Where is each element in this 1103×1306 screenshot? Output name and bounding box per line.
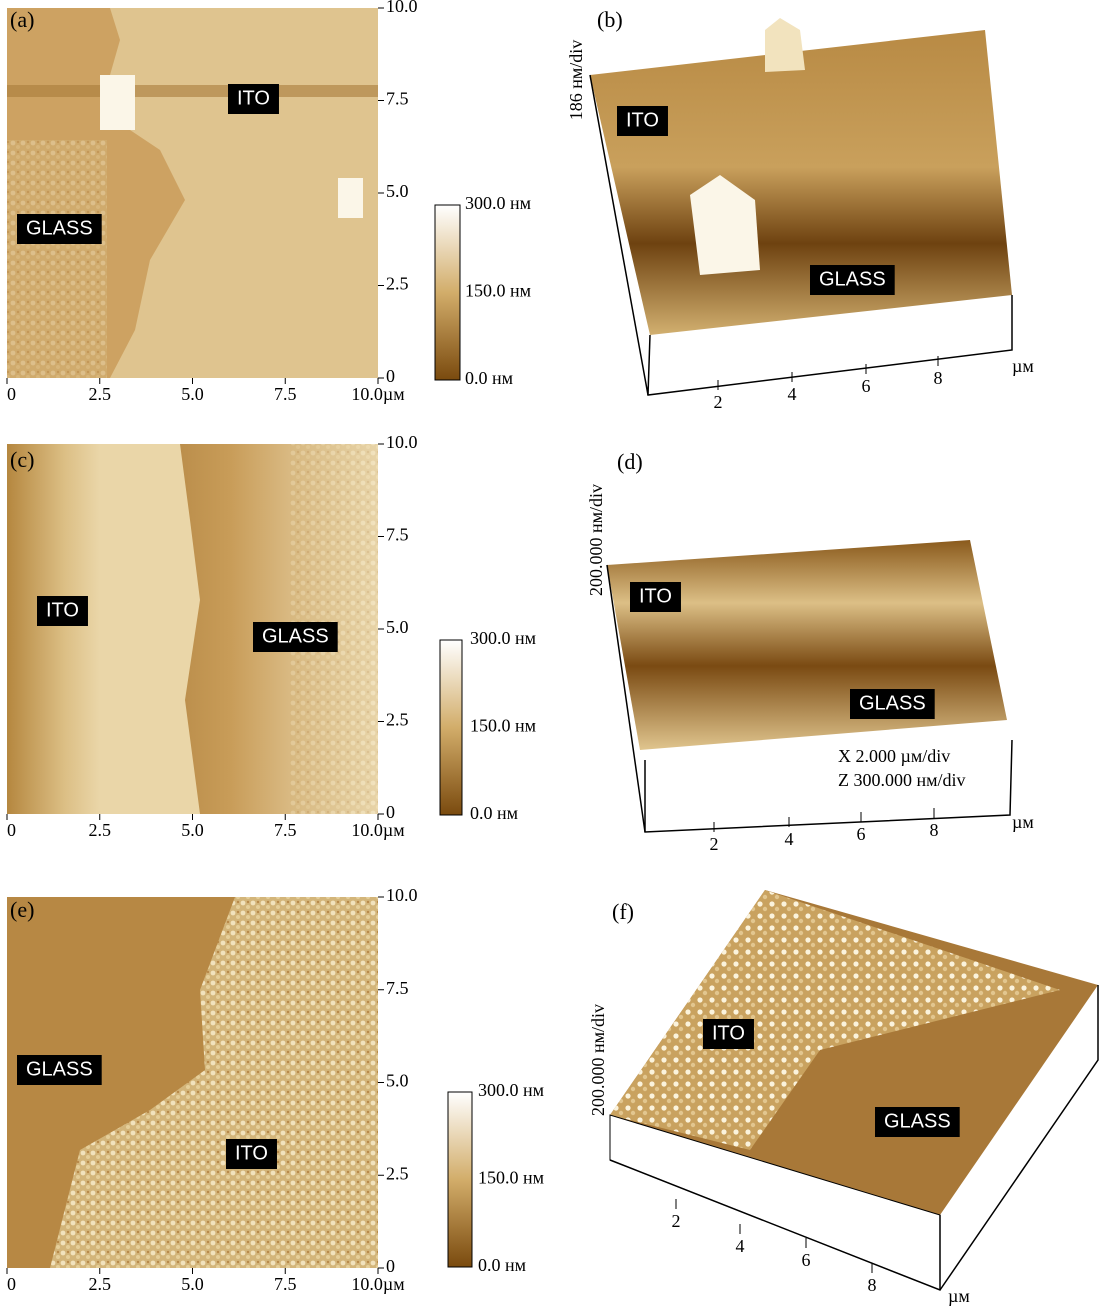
colorbar-label: 0.0 нм [470, 803, 518, 823]
z-scale-label: 200.000 нм/div [586, 484, 606, 596]
y-tick-label: 10.0 [386, 0, 418, 16]
region-label: ITO [46, 599, 79, 621]
region-label-box [850, 689, 935, 719]
region-label: GLASS [262, 625, 329, 647]
panel-label: (e) [10, 897, 34, 922]
region-label: GLASS [884, 1110, 951, 1132]
region-label: ITO [235, 1142, 268, 1164]
afm-3d-b [589, 18, 1013, 396]
region-label-box [37, 596, 88, 626]
colorbar-label: 150.0 нм [478, 1168, 544, 1188]
x-tick-label: 8 [930, 820, 939, 840]
region-label: ITO [237, 87, 270, 109]
y-tick-label: 2.5 [386, 710, 409, 730]
x-tick-label: 5.0 [181, 1274, 204, 1294]
x-tick-label: 6 [802, 1250, 811, 1270]
y-tick-label: 0 [386, 802, 395, 822]
region-label-box [630, 582, 681, 612]
x-tick-label: 10.0µм [351, 820, 404, 840]
z-scale-label: 186 нм/div [566, 40, 586, 121]
x-tick-label: 4 [788, 384, 797, 404]
y-tick-label: 2.5 [386, 1163, 409, 1183]
y-tick-label: 7.5 [386, 978, 409, 998]
x-tick-label: 6 [862, 376, 871, 396]
y-tick-label: 0 [386, 366, 395, 386]
x-tick-label: 2 [710, 834, 719, 854]
panel-label: (d) [617, 449, 643, 474]
x-tick-label: 4 [736, 1236, 745, 1256]
region-label: ITO [626, 109, 659, 131]
x-tick-label: 10.0µм [351, 384, 404, 404]
region-label: GLASS [819, 268, 886, 290]
x-tick-label: 0 [7, 820, 16, 840]
panel-label: (a) [10, 7, 34, 32]
afm-3d-f [609, 890, 1099, 1291]
x-tick-label: 8 [934, 368, 943, 388]
x-tick-label: 0 [7, 384, 16, 404]
y-tick-label: 7.5 [386, 525, 409, 545]
x-tick-label: 10.0µм [351, 1274, 404, 1294]
y-tick-label: 5.0 [386, 617, 409, 637]
x-tick-label: 7.5 [274, 384, 297, 404]
region-label-box [253, 622, 338, 652]
scale-note: X 2.000 µм/div [838, 746, 950, 766]
region-label: GLASS [859, 692, 926, 714]
x-tick-label: 8 [868, 1275, 877, 1295]
x-tick-label: 2.5 [89, 1274, 112, 1294]
colorbar-label: 300.0 нм [465, 193, 531, 213]
panel-label: (f) [612, 899, 634, 924]
region-label-box [228, 84, 279, 114]
colorbar-label: 150.0 нм [470, 716, 536, 736]
y-tick-label: 5.0 [386, 1071, 409, 1091]
x-tick-label: 2.5 [89, 384, 112, 404]
colorbar-label: 0.0 нм [465, 368, 513, 388]
y-tick-label: 7.5 [386, 89, 409, 109]
y-tick-label: 10.0 [386, 885, 418, 905]
region-label-box [17, 1055, 102, 1085]
x-unit: µм [948, 1286, 970, 1306]
scale-note: Z 300.000 нм/div [838, 770, 966, 790]
x-tick-label: 5.0 [181, 384, 204, 404]
region-label-box [17, 214, 102, 244]
colorbar [439, 639, 463, 816]
colorbar-label: 300.0 нм [470, 628, 536, 648]
panel-label: (b) [597, 7, 623, 32]
colorbar-label: 150.0 нм [465, 281, 531, 301]
afm-image-c [7, 444, 378, 814]
x-tick-label: 0 [7, 1274, 16, 1294]
y-tick-label: 2.5 [386, 274, 409, 294]
colorbar-label: 0.0 нм [478, 1255, 526, 1275]
x-tick-label: 2 [672, 1211, 681, 1231]
z-scale-label: 200.000 нм/div [588, 1004, 608, 1116]
region-label-box [226, 1139, 277, 1169]
region-label: ITO [712, 1022, 745, 1044]
x-tick-label: 7.5 [274, 820, 297, 840]
x-tick-label: 6 [857, 824, 866, 844]
x-tick-label: 2 [714, 392, 723, 412]
region-label: GLASS [26, 217, 93, 239]
region-label: ITO [639, 585, 672, 607]
colorbar-label: 300.0 нм [478, 1080, 544, 1100]
afm-image-a [7, 8, 378, 378]
y-tick-label: 0 [386, 1256, 395, 1276]
x-unit: µм [1012, 812, 1034, 832]
colorbar [447, 1091, 473, 1268]
x-tick-label: 7.5 [274, 1274, 297, 1294]
y-tick-label: 10.0 [386, 432, 418, 452]
colorbar [434, 204, 461, 381]
region-label-box [810, 265, 895, 295]
x-tick-label: 4 [785, 829, 794, 849]
x-tick-label: 5.0 [181, 820, 204, 840]
region-label-box [617, 106, 668, 136]
region-label-box [875, 1107, 960, 1137]
x-unit: µм [1012, 356, 1034, 376]
region-label-box [703, 1019, 754, 1049]
region-label: GLASS [26, 1058, 93, 1080]
x-tick-label: 2.5 [89, 820, 112, 840]
y-tick-label: 5.0 [386, 181, 409, 201]
panel-label: (c) [10, 447, 34, 472]
